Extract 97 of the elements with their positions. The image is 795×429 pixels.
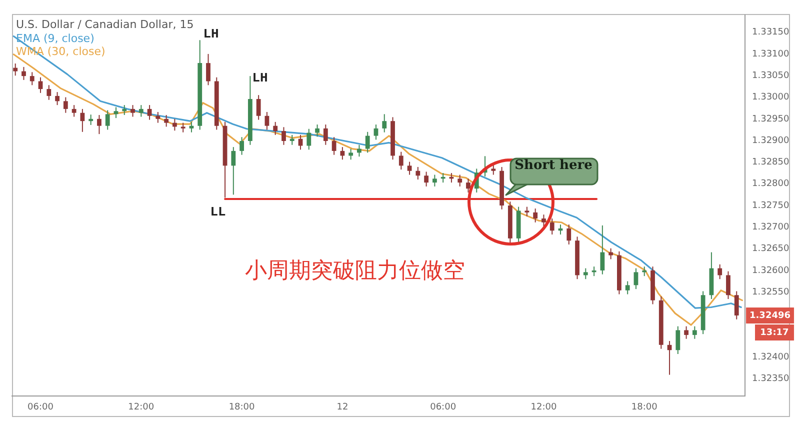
chart-title: U.S. Dollar / Canadian Dollar, 15 bbox=[16, 18, 194, 31]
annotation: 小周期突破阻力位做空 bbox=[245, 258, 465, 284]
candlestick bbox=[147, 104, 152, 120]
candlestick bbox=[718, 264, 722, 280]
candlestick bbox=[726, 270, 730, 300]
candlestick bbox=[458, 174, 462, 187]
annotation: Short here bbox=[510, 158, 597, 185]
y-tick-label: 1.33100 bbox=[752, 49, 790, 60]
y-tick-label: 1.32750 bbox=[752, 200, 790, 211]
candlestick bbox=[290, 134, 294, 146]
candlestick bbox=[625, 280, 630, 295]
x-tick-label: 12:00 bbox=[128, 402, 154, 413]
candlestick bbox=[550, 218, 554, 236]
y-tick-label: 1.32350 bbox=[752, 374, 790, 384]
candlestick bbox=[676, 326, 680, 355]
candlestick bbox=[298, 134, 303, 150]
candlestick bbox=[315, 124, 320, 138]
y-tick-label: 1.32550 bbox=[752, 287, 790, 298]
candlestick bbox=[542, 214, 546, 227]
y-tick-label: 1.32800 bbox=[752, 179, 790, 190]
candlestick bbox=[642, 266, 647, 277]
y-tick-label: 1.33150 bbox=[752, 28, 790, 38]
candlestick bbox=[138, 104, 144, 118]
candlestick bbox=[340, 146, 345, 160]
candlestick bbox=[114, 106, 118, 119]
annotation: LH bbox=[252, 70, 268, 86]
candlestick bbox=[348, 148, 354, 160]
candlestick bbox=[13, 62, 18, 76]
candlestick bbox=[22, 66, 26, 80]
candlestick bbox=[256, 94, 261, 120]
candlestick bbox=[357, 144, 362, 158]
candlestick bbox=[172, 118, 177, 132]
candlestick bbox=[38, 76, 43, 94]
candlestick bbox=[382, 114, 387, 133]
candlestick bbox=[264, 111, 270, 130]
annotation: LH bbox=[203, 26, 219, 42]
y-tick-label: 1.32400 bbox=[752, 352, 790, 362]
candlestick bbox=[156, 111, 160, 124]
candlestick bbox=[332, 136, 336, 156]
candlestick bbox=[432, 174, 437, 187]
candlestick bbox=[130, 104, 135, 118]
candlestick bbox=[608, 248, 614, 260]
series-label: EMA (9, close) bbox=[16, 32, 94, 45]
candlestick bbox=[282, 126, 286, 146]
y-tick-label: 1.33000 bbox=[752, 92, 790, 103]
candlestick bbox=[55, 92, 60, 106]
candlestick bbox=[583, 268, 588, 280]
y-tick-label: 1.32950 bbox=[752, 114, 790, 124]
candlestick bbox=[63, 96, 68, 114]
candlestick bbox=[122, 104, 127, 116]
y-tick-label: 1.33050 bbox=[752, 70, 790, 81]
candlestick bbox=[533, 208, 538, 223]
y-tick-label: 1.32850 bbox=[752, 158, 790, 168]
candlestick bbox=[600, 224, 605, 275]
y-tick-label: 1.32700 bbox=[752, 222, 790, 232]
candlestick bbox=[440, 172, 446, 184]
annotation: LL bbox=[210, 204, 226, 220]
candlestick bbox=[97, 114, 102, 135]
candlestick bbox=[692, 326, 697, 340]
candlestick bbox=[180, 122, 186, 133]
candlestick bbox=[424, 171, 429, 187]
candlestick bbox=[365, 131, 370, 154]
candlestick bbox=[416, 166, 420, 180]
candlestick bbox=[273, 121, 278, 136]
x-tick-label: 06:00 bbox=[28, 402, 54, 413]
candlestick bbox=[80, 108, 85, 132]
text: 1.32496 bbox=[750, 310, 790, 321]
y-tick-label: 1.32600 bbox=[752, 266, 790, 276]
candlestick bbox=[734, 290, 739, 320]
x-tick-label: 12:00 bbox=[530, 402, 557, 413]
candlestick bbox=[407, 161, 412, 176]
candlestick bbox=[88, 114, 94, 126]
x-tick-label: 06:00 bbox=[430, 402, 456, 413]
y-tick-label: 1.32900 bbox=[752, 136, 790, 146]
candlestick bbox=[634, 268, 638, 290]
candlestick bbox=[684, 326, 688, 340]
candlestick bbox=[306, 128, 312, 150]
x-tick-label: 18:00 bbox=[631, 402, 658, 413]
x-tick-label: 12 bbox=[336, 402, 348, 413]
candlestick bbox=[72, 104, 76, 118]
candlestick bbox=[105, 110, 110, 130]
candlestick bbox=[164, 114, 169, 128]
candlestick bbox=[524, 206, 530, 217]
candlestick bbox=[374, 124, 378, 140]
candlestick bbox=[30, 72, 34, 86]
x-tick-label: 18:00 bbox=[228, 402, 256, 413]
candlestick bbox=[240, 136, 244, 156]
text: 13:17 bbox=[760, 328, 789, 338]
candlestick bbox=[231, 146, 236, 196]
candlestick bbox=[491, 164, 496, 176]
candlestick bbox=[466, 178, 470, 194]
candlestick bbox=[566, 224, 572, 245]
candlestick bbox=[323, 124, 328, 146]
candlestick bbox=[46, 84, 52, 100]
y-tick-label: 1.32650 bbox=[752, 244, 790, 254]
candlestick bbox=[398, 151, 404, 170]
candlestick bbox=[206, 53, 210, 86]
